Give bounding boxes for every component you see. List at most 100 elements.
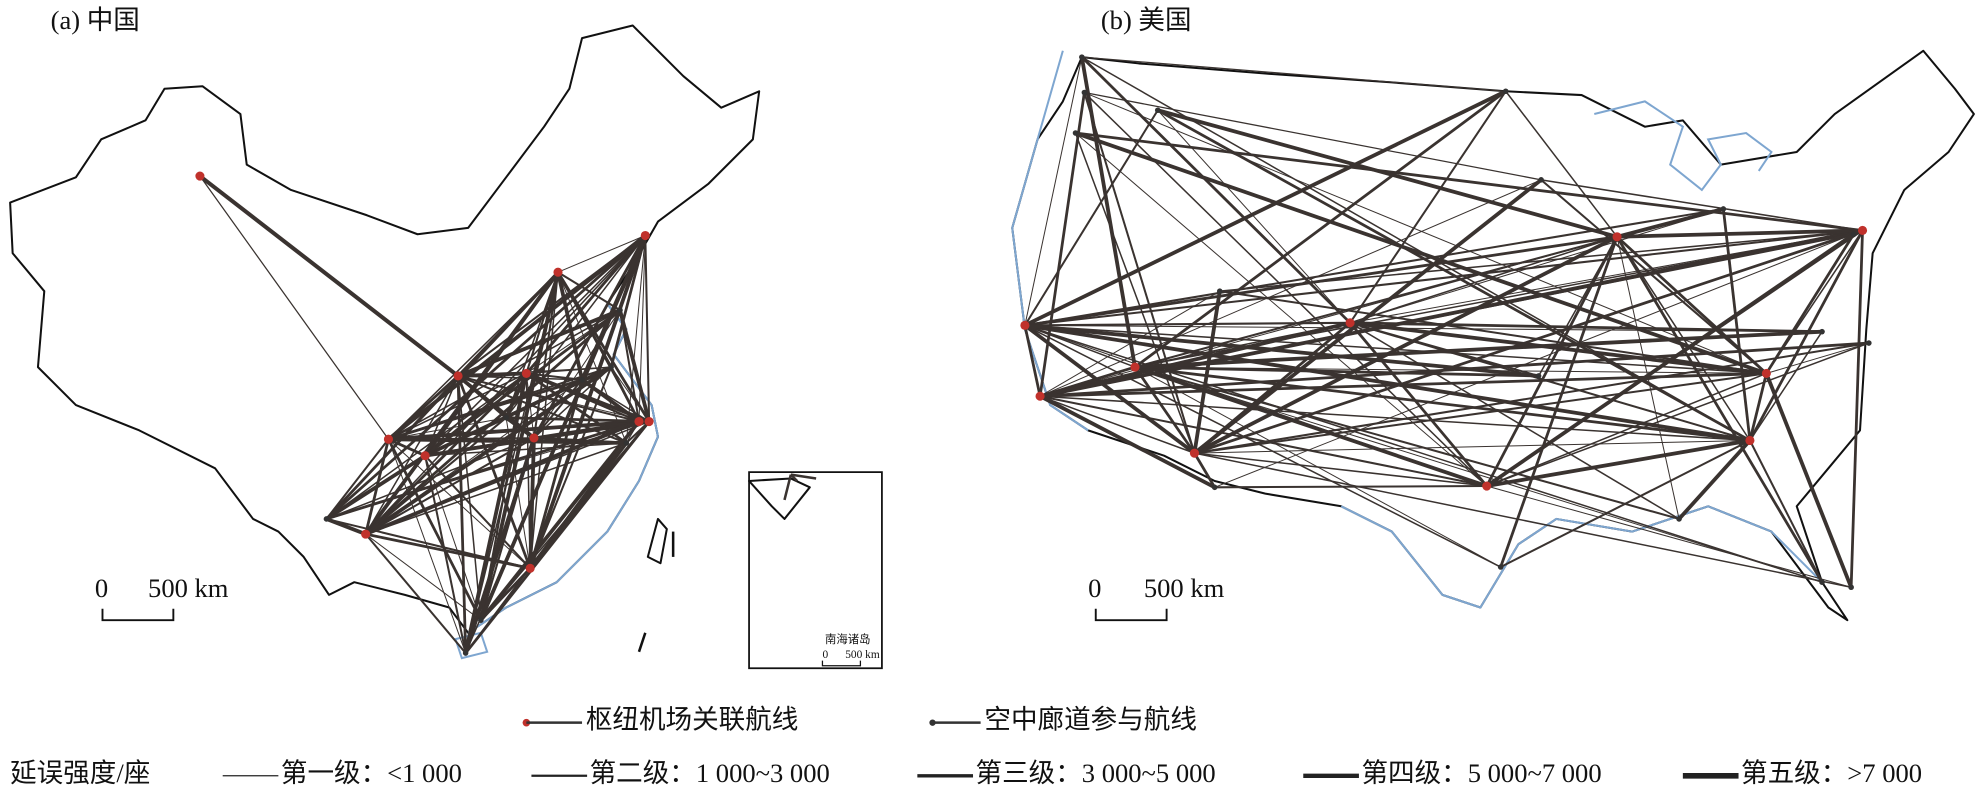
airport bbox=[1676, 516, 1682, 522]
route bbox=[1219, 229, 1863, 292]
china-outline bbox=[9, 24, 761, 634]
route bbox=[1081, 56, 1506, 92]
route bbox=[325, 517, 367, 536]
legend-hub-dot bbox=[522, 718, 531, 727]
hub-airport bbox=[1745, 435, 1755, 446]
route bbox=[1505, 90, 1618, 238]
legend-title: 延误强度/座 bbox=[10, 758, 150, 788]
hub-airport bbox=[1130, 362, 1140, 372]
route bbox=[199, 175, 389, 440]
route bbox=[326, 421, 650, 520]
route bbox=[1039, 179, 1542, 397]
airport bbox=[579, 376, 585, 383]
airport bbox=[1535, 373, 1542, 379]
hub-airport bbox=[1189, 448, 1200, 458]
hub-airport bbox=[1035, 391, 1045, 401]
scale-zero: 0 bbox=[1088, 573, 1101, 603]
route bbox=[198, 174, 460, 378]
airport bbox=[1502, 88, 1509, 95]
route bbox=[504, 372, 529, 419]
airport bbox=[503, 414, 509, 421]
route bbox=[1194, 372, 1767, 455]
route bbox=[529, 309, 621, 569]
route bbox=[526, 309, 621, 374]
route bbox=[325, 454, 427, 521]
route bbox=[1349, 321, 1539, 377]
route bbox=[1486, 342, 1870, 487]
airport bbox=[623, 440, 630, 446]
route bbox=[1214, 485, 1487, 489]
route bbox=[1024, 323, 1751, 443]
route bbox=[610, 366, 650, 422]
route bbox=[1486, 372, 1767, 487]
route bbox=[525, 234, 647, 375]
legend-label: 第三级：3 000~5 000 bbox=[976, 758, 1216, 788]
route bbox=[1485, 232, 1855, 488]
inset-scale-bar bbox=[821, 660, 862, 667]
airport bbox=[1154, 107, 1161, 114]
legend-label: 空中廊道参与航线 bbox=[984, 705, 1197, 735]
route bbox=[1134, 366, 1680, 520]
route bbox=[1157, 108, 1618, 239]
route bbox=[479, 420, 641, 622]
route bbox=[1039, 395, 1195, 454]
legend: 枢纽机场关联航线 空中廊道参与航线 延误强度/座 第一级：<1 000 第二级：1… bbox=[10, 705, 1922, 788]
route bbox=[1214, 229, 1863, 488]
hub-airport bbox=[361, 529, 371, 539]
hub-airport bbox=[453, 371, 463, 381]
route bbox=[1194, 452, 1487, 487]
route bbox=[1134, 365, 1751, 442]
hub-airport bbox=[529, 433, 539, 443]
route bbox=[365, 437, 535, 536]
route bbox=[1134, 329, 1823, 369]
route bbox=[1084, 92, 1767, 374]
route bbox=[1486, 485, 1852, 588]
airport bbox=[323, 516, 330, 522]
route bbox=[1540, 179, 1768, 375]
route bbox=[1074, 132, 1196, 454]
route bbox=[1486, 438, 1751, 488]
hub-airport bbox=[1482, 481, 1492, 491]
route bbox=[387, 271, 559, 440]
route bbox=[365, 379, 583, 535]
route bbox=[1023, 323, 1196, 455]
scale-bar bbox=[101, 608, 175, 622]
route bbox=[1194, 342, 1870, 455]
route bbox=[528, 441, 628, 570]
route bbox=[1074, 131, 1767, 376]
hub-airport bbox=[644, 416, 654, 427]
route bbox=[1084, 91, 1542, 181]
airport bbox=[608, 364, 614, 370]
route bbox=[1075, 131, 1863, 232]
route bbox=[365, 442, 627, 535]
airport bbox=[1072, 130, 1079, 136]
route bbox=[528, 379, 584, 569]
route bbox=[1134, 366, 1823, 583]
route bbox=[1499, 236, 1619, 568]
taiwan bbox=[646, 517, 668, 565]
route bbox=[1748, 229, 1864, 442]
route bbox=[532, 272, 560, 439]
inset-coast bbox=[748, 477, 811, 520]
route bbox=[1024, 324, 1136, 368]
route bbox=[1349, 229, 1863, 324]
scale-distance: 500 km bbox=[148, 573, 229, 603]
hub-airport bbox=[1761, 368, 1771, 378]
route bbox=[1349, 208, 1724, 324]
airport bbox=[462, 650, 469, 656]
hub-airport bbox=[1612, 232, 1622, 242]
route bbox=[644, 235, 651, 422]
panel-label: (a) 中国 bbox=[51, 5, 140, 35]
route bbox=[479, 373, 528, 621]
panel-label: (b) 美国 bbox=[1101, 5, 1192, 35]
route bbox=[1616, 207, 1724, 239]
route bbox=[1039, 341, 1869, 398]
route bbox=[556, 271, 613, 368]
route bbox=[1849, 230, 1864, 588]
route bbox=[1616, 236, 1680, 520]
route bbox=[457, 375, 627, 444]
route bbox=[1024, 89, 1507, 328]
airport bbox=[1216, 288, 1223, 294]
route bbox=[1038, 92, 1086, 397]
route bbox=[325, 438, 390, 520]
